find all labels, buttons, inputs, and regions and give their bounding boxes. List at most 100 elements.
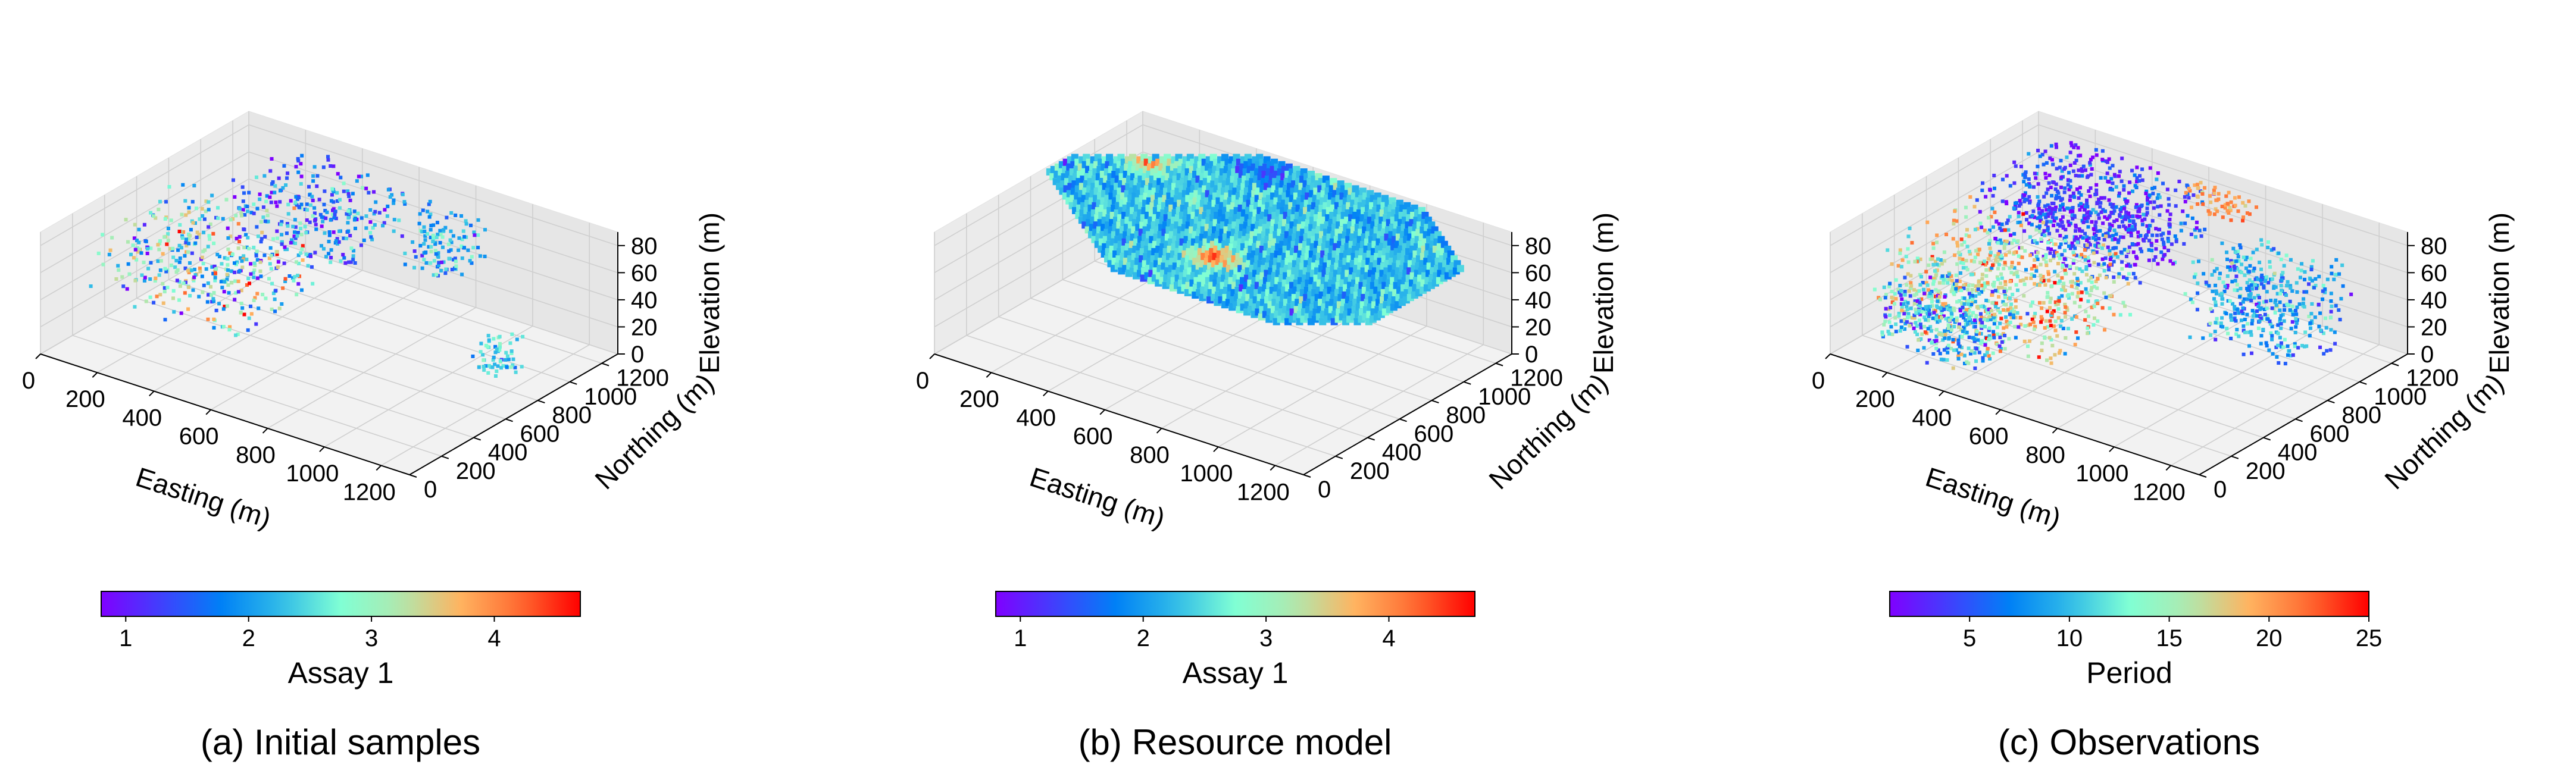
data-point [1905, 320, 1909, 324]
data-point [2250, 322, 2254, 326]
data-point [275, 204, 279, 208]
data-point [1934, 316, 1939, 320]
data-point [239, 302, 243, 306]
data-point [2135, 165, 2139, 170]
data-point [2056, 274, 2060, 278]
data-point [333, 209, 337, 214]
data-point [2291, 353, 2295, 357]
data-point [1947, 272, 1952, 277]
x-tick [1099, 409, 1105, 415]
data-point [270, 307, 274, 311]
data-point [190, 200, 195, 204]
data-point [2145, 224, 2149, 228]
data-point [1934, 339, 1939, 343]
data-point [2260, 273, 2264, 277]
data-point [2042, 212, 2046, 217]
data-point [1936, 289, 1940, 293]
data-point [189, 228, 193, 232]
data-point [1931, 246, 1936, 250]
data-point [442, 260, 446, 264]
data-point [176, 268, 180, 272]
data-point [325, 210, 329, 214]
data-point [2183, 195, 2187, 199]
data-point [2114, 252, 2118, 256]
data-point [492, 337, 496, 341]
data-point [233, 279, 237, 283]
data-point [2334, 303, 2338, 308]
data-point [2193, 228, 2197, 232]
data-point [2124, 254, 2128, 258]
data-point [2264, 341, 2268, 345]
data-point [211, 297, 215, 301]
data-point [1943, 302, 1947, 306]
data-point [142, 278, 146, 283]
data-point [2235, 288, 2239, 292]
data-point [154, 276, 158, 280]
data-point [2064, 240, 2068, 245]
data-point [1950, 278, 1954, 283]
data-point [2237, 311, 2241, 315]
data-point [392, 198, 396, 202]
data-point [1971, 311, 1975, 315]
data-point [464, 219, 468, 223]
data-point [2209, 333, 2213, 337]
data-point [1999, 317, 2003, 321]
data-point [161, 252, 165, 256]
data-point [2086, 256, 2090, 260]
data-point [221, 217, 225, 221]
data-point [490, 365, 495, 369]
data-point [438, 241, 442, 245]
data-point [2090, 286, 2094, 290]
data-point [185, 243, 189, 247]
data-point [1974, 249, 1978, 253]
data-point [1970, 287, 1974, 292]
data-point [2231, 246, 2236, 250]
data-point [2112, 259, 2116, 264]
data-point [2019, 223, 2023, 227]
y-tick [1335, 455, 1343, 459]
data-point [2067, 171, 2071, 175]
data-point [2092, 227, 2096, 231]
block-cell [1216, 250, 1224, 258]
data-point [2221, 297, 2225, 301]
data-point [2018, 246, 2022, 250]
data-point [2049, 356, 2053, 361]
data-point [476, 246, 480, 250]
data-point [1920, 309, 1924, 314]
data-point [2302, 344, 2306, 349]
data-point [2265, 314, 2269, 318]
data-point [2281, 276, 2285, 280]
data-point [509, 365, 513, 369]
data-point [2061, 327, 2065, 331]
data-point [1942, 281, 1946, 285]
data-point [2226, 299, 2230, 303]
data-point [2012, 160, 2017, 164]
data-point [1988, 246, 1992, 250]
data-point [308, 203, 312, 207]
data-point [1987, 337, 1991, 341]
data-point [2232, 317, 2236, 321]
data-point [388, 195, 392, 199]
data-point [2005, 239, 2009, 243]
data-point [403, 262, 407, 267]
data-point [2067, 296, 2071, 300]
data-point [2078, 234, 2083, 239]
data-point [342, 256, 346, 260]
data-point [293, 236, 298, 240]
data-point [412, 265, 417, 270]
data-point [1986, 281, 1990, 285]
data-point [2147, 239, 2152, 243]
data-point [177, 260, 182, 264]
data-point [2186, 214, 2190, 218]
data-point [251, 271, 255, 275]
data-point [1903, 293, 1907, 297]
data-point [239, 211, 243, 215]
data-point [1898, 251, 1902, 255]
data-point [137, 240, 141, 245]
data-point [212, 299, 216, 303]
data-point [2144, 213, 2148, 217]
data-point [337, 229, 342, 233]
y-tick-label: 0 [1318, 477, 1331, 503]
data-point [1961, 305, 1965, 309]
data-point [2133, 184, 2137, 188]
